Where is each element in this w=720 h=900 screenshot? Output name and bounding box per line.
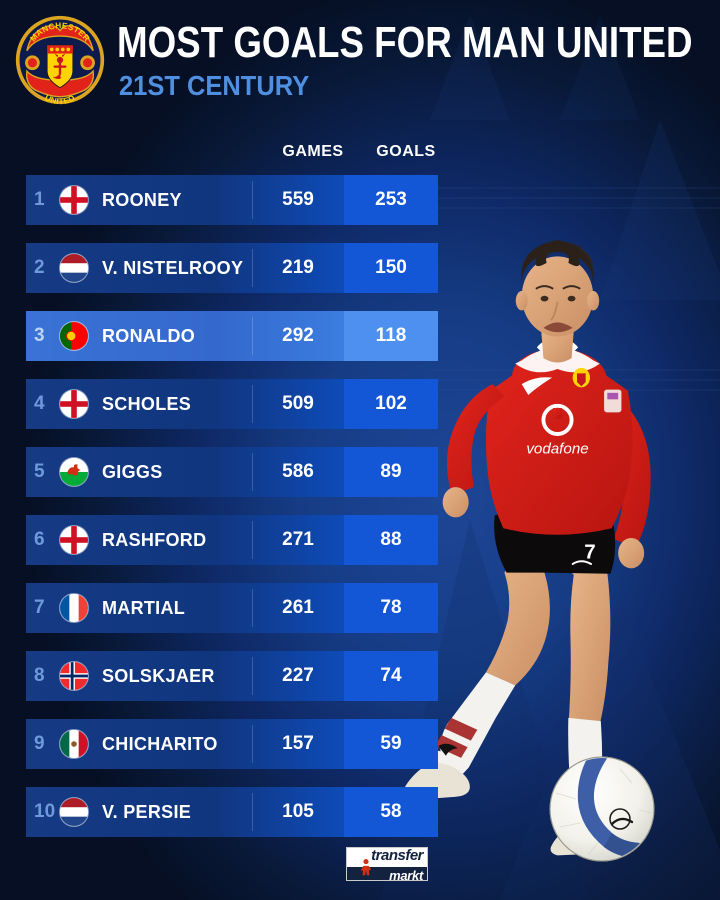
svg-text:7: 7 (584, 541, 595, 564)
svg-text:vodafone: vodafone (526, 441, 588, 458)
